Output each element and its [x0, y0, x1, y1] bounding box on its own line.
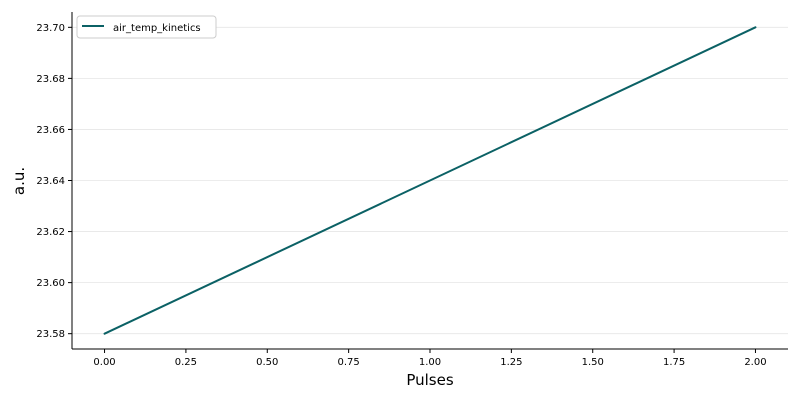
x-axis-ticks: 0.00 0.25 0.50 0.75 1.00 1.25 1.50 1.75 2.00	[93, 349, 767, 368]
y-tick-label: 23.64	[36, 176, 65, 187]
series-layer	[103, 26, 757, 335]
y-axis-title: a.u.	[10, 167, 28, 195]
x-tick-label: 0.75	[338, 357, 360, 368]
x-tick-label: 1.25	[500, 357, 522, 368]
y-tick-label: 23.60	[36, 278, 65, 289]
y-tick-label: 23.58	[36, 329, 65, 340]
x-tick-label: 1.75	[663, 357, 685, 368]
x-tick-label: 0.00	[93, 357, 115, 368]
legend-label-air-temp-kinetics: air_temp_kinetics	[113, 23, 201, 34]
x-tick-label: 1.00	[419, 357, 441, 368]
legend-box	[76, 15, 217, 39]
series-line-air-temp-kinetics	[103, 26, 757, 335]
y-tick-label: 23.62	[36, 227, 65, 238]
x-tick-label: 2.00	[744, 357, 766, 368]
x-axis-title: Pulses	[406, 371, 453, 389]
legend: air_temp_kinetics	[76, 15, 217, 39]
y-axis-ticks: 23.58 23.60 23.62 23.64 23.66 23.68 23.70	[36, 23, 72, 340]
y-tick-label: 23.68	[36, 74, 65, 85]
x-tick-label: 1.50	[582, 357, 604, 368]
y-tick-label: 23.70	[36, 23, 65, 34]
x-tick-label: 0.25	[175, 357, 197, 368]
x-tick-label: 0.50	[256, 357, 278, 368]
y-tick-label: 23.66	[36, 125, 65, 136]
